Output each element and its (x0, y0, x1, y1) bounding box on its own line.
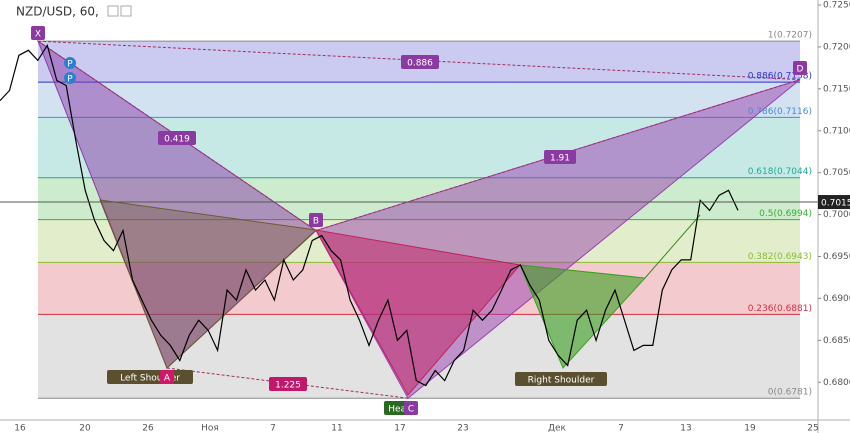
x-tick-label: 26 (142, 424, 154, 433)
x-tick-label: 16 (14, 424, 26, 433)
chart-title: NZD/USD, 60, (16, 5, 99, 19)
point-label: A (164, 374, 171, 384)
fib-label: 0.5(0.6994) (759, 209, 812, 219)
fib-label: 0(0.6781) (768, 388, 812, 398)
ratio-label: 0.886 (407, 59, 433, 69)
pivot-label: P (67, 75, 73, 85)
x-tick-label: 11 (331, 424, 342, 433)
fib-label: 0.786(0.7116) (748, 107, 812, 117)
point-label-box (404, 401, 418, 415)
fib-label: 0.618(0.7044) (748, 167, 812, 177)
fib-label: 0.886(0.7158) (748, 72, 812, 82)
ratio-label-box (544, 150, 576, 164)
point-label-box (309, 213, 323, 227)
annotation: Left Shoulder (120, 374, 180, 384)
x-tick-label: Ноя (201, 424, 219, 433)
x-tick-label: 19 (744, 424, 756, 433)
ratio-label: 1.225 (275, 381, 301, 391)
ratio-line (315, 79, 801, 232)
left-shoulder (99, 199, 318, 369)
plot: 1(0.7207) 0.886(0.7158) 0.786(0.7116) 0.618… (0, 26, 818, 415)
x-tick-label: 23 (457, 424, 468, 433)
fib-label: 1(0.7207) (768, 31, 812, 41)
last-price-label: 0.7015 (821, 199, 850, 209)
point-label: D (797, 65, 804, 75)
x-tick-label: 20 (79, 424, 91, 433)
last-price-box (818, 195, 850, 210)
pivot-marker (64, 57, 76, 69)
annotation-box (515, 372, 607, 386)
ratio-label: 1.91 (550, 154, 570, 164)
point-label: B (313, 217, 319, 227)
x-tick-label: 25 (807, 424, 818, 433)
fib-band (38, 82, 800, 118)
point-label-box (31, 26, 45, 40)
ratio-label-box (269, 377, 307, 391)
point-label: C (408, 405, 414, 415)
pivot-label: P (67, 60, 73, 70)
head (315, 229, 521, 396)
pivot-marker (64, 72, 76, 84)
x-tick-label: 13 (680, 424, 691, 433)
point-label: X (35, 30, 41, 40)
icon[interactable] (107, 5, 119, 17)
annotation: Head (388, 405, 412, 415)
price-line (0, 43, 739, 387)
point-label-box (793, 61, 807, 75)
x-tick-label: 7 (618, 424, 624, 433)
ratio-line (37, 40, 317, 231)
right-shoulder (519, 264, 647, 369)
ratio-label-box (401, 55, 439, 69)
annotation: Right Shoulder (528, 376, 595, 386)
x-tick-label: 7 (270, 424, 276, 433)
ratio-label: 0.419 (164, 135, 190, 145)
y-tick-label: 0.7250 (823, 1, 850, 11)
x-tick-label: Дек (548, 424, 567, 433)
point-label-box (160, 370, 174, 384)
x-tick-label: 17 (394, 424, 405, 433)
neckline (644, 214, 701, 279)
fib-label: 0.382(0.6943) (748, 252, 812, 262)
fib-label: 0.236(0.6881) (748, 304, 812, 314)
icon[interactable] (120, 5, 132, 17)
ratio-label-box (158, 131, 196, 145)
